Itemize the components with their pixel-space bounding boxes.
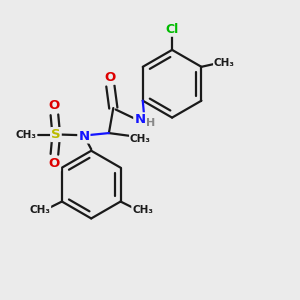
Text: S: S bbox=[51, 128, 61, 141]
Text: O: O bbox=[49, 158, 60, 170]
Text: CH₃: CH₃ bbox=[132, 206, 153, 215]
Text: Cl: Cl bbox=[166, 23, 179, 36]
Text: CH₃: CH₃ bbox=[29, 206, 50, 215]
Text: N: N bbox=[134, 113, 146, 126]
Text: CH₃: CH₃ bbox=[15, 130, 36, 140]
Text: O: O bbox=[49, 99, 60, 112]
Text: N: N bbox=[78, 130, 89, 142]
Text: CH₃: CH₃ bbox=[130, 134, 151, 144]
Text: H: H bbox=[146, 118, 156, 128]
Text: O: O bbox=[105, 70, 116, 84]
Text: CH₃: CH₃ bbox=[214, 58, 235, 68]
